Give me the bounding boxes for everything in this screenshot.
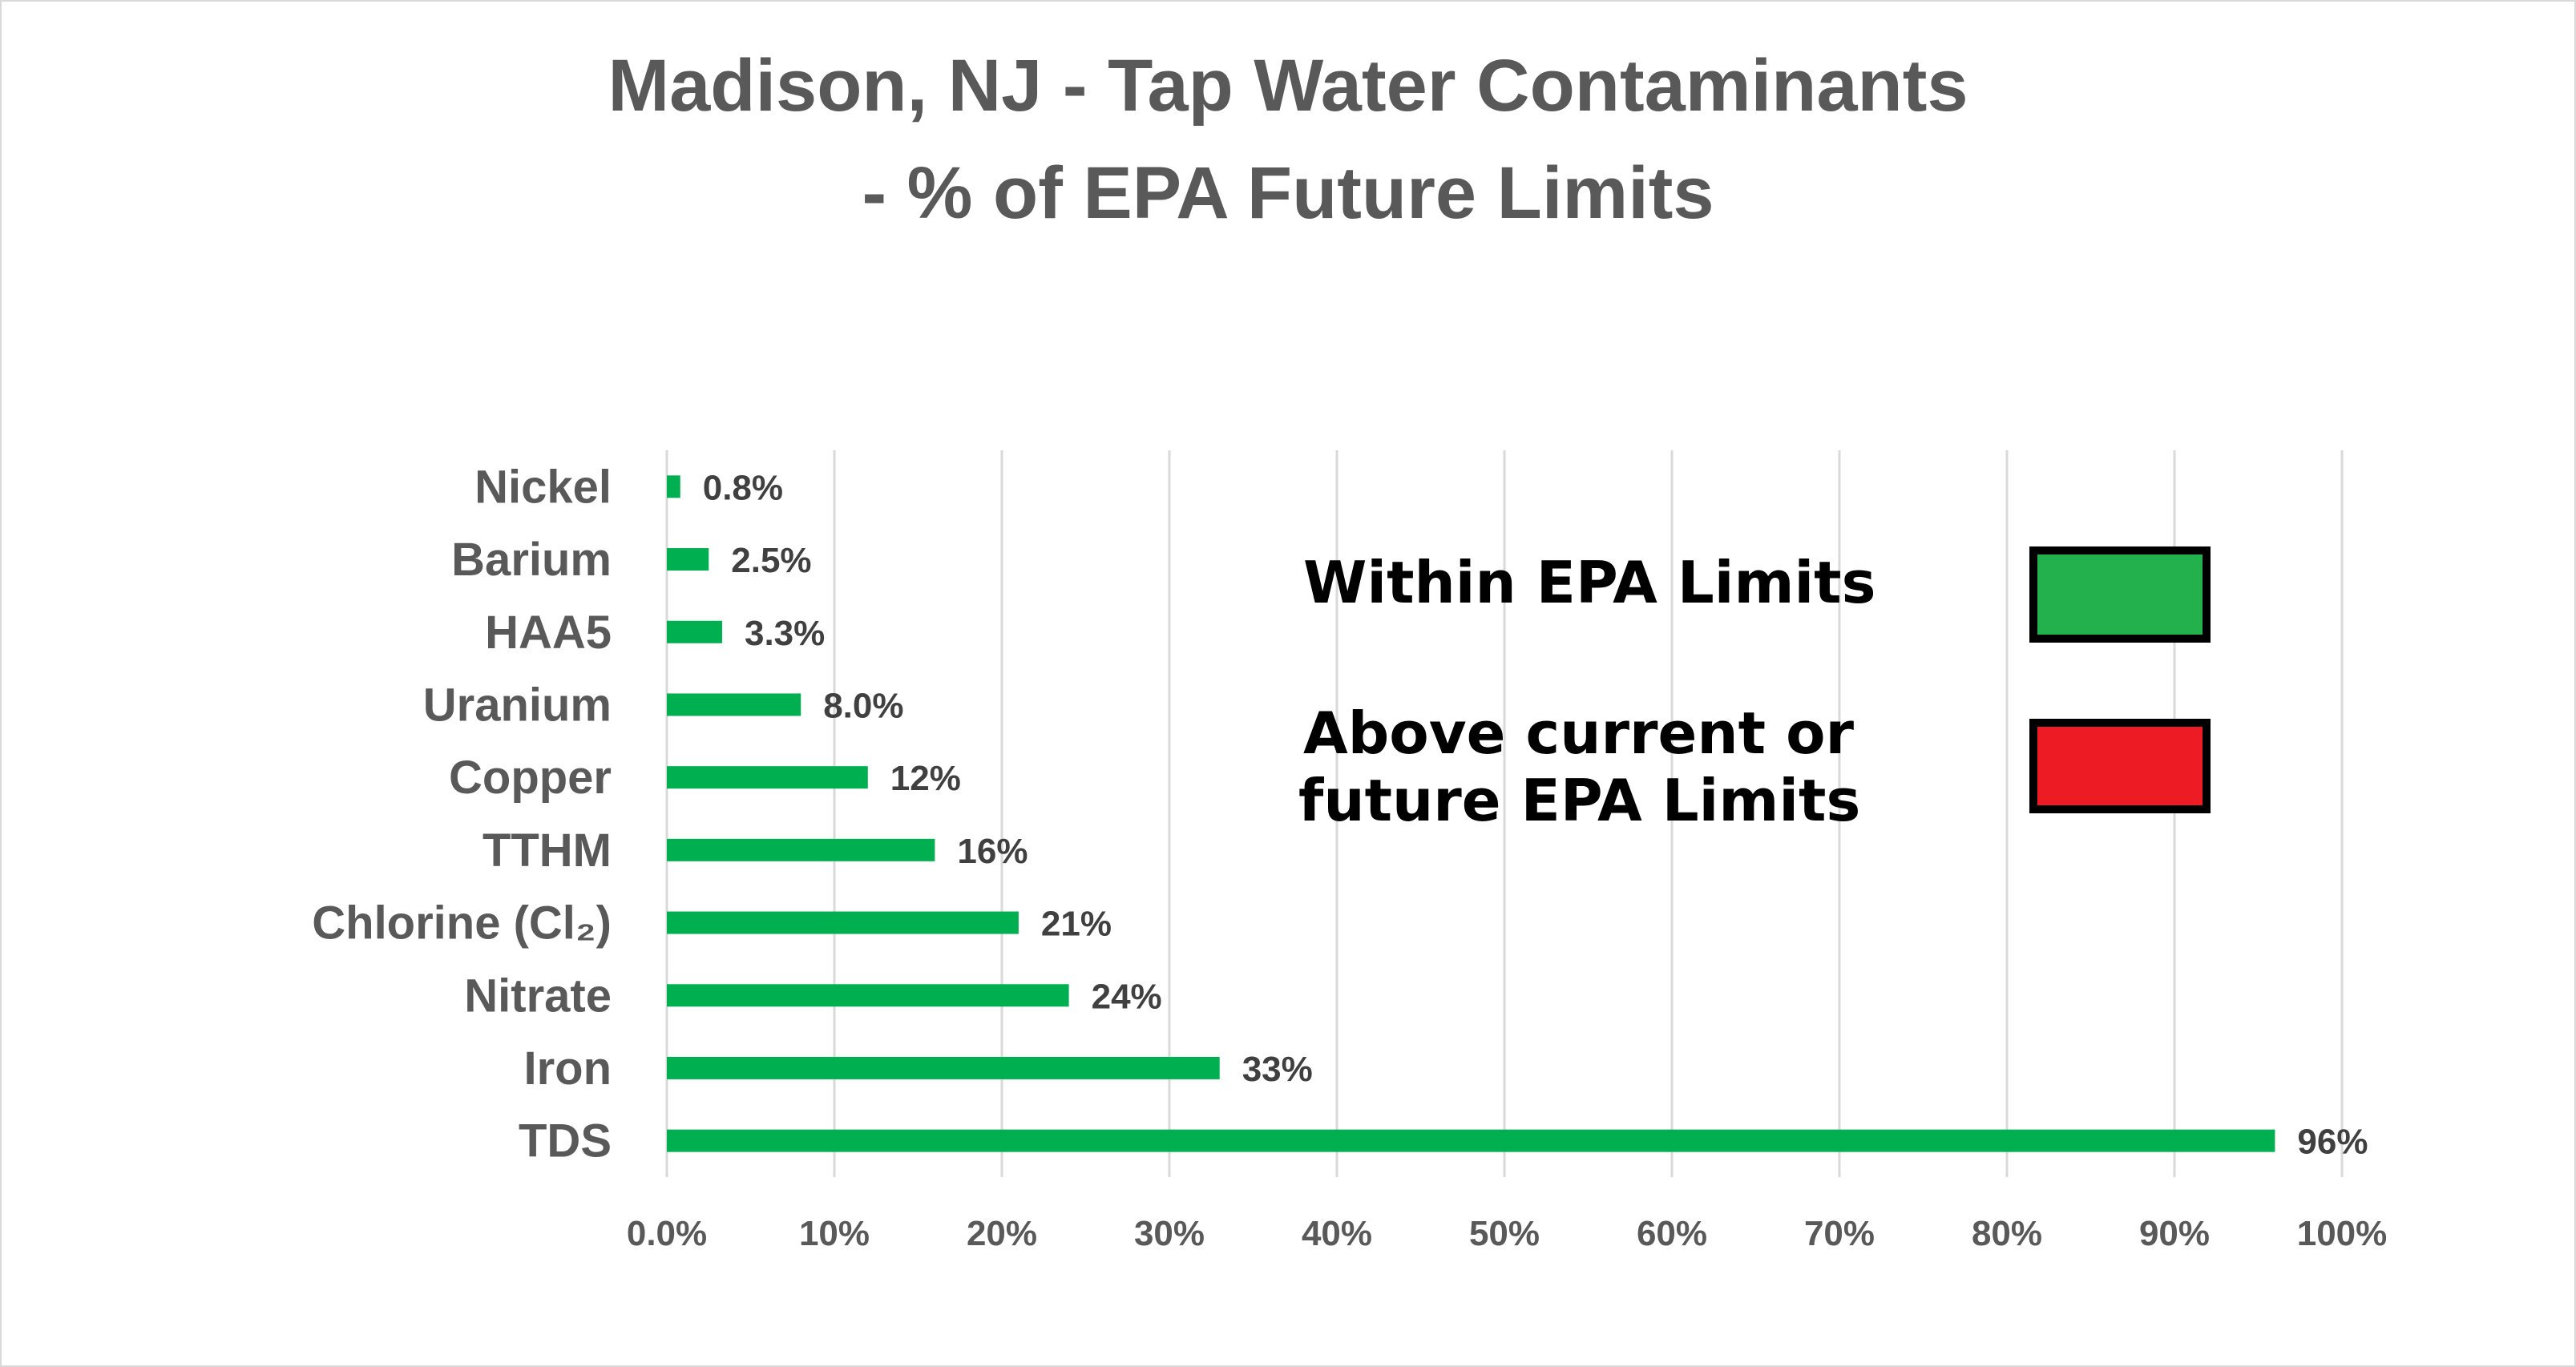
chart-title-line-2: - % of EPA Future Limits [862,152,1714,234]
category-label: Nitrate [464,970,612,1022]
data-label: 21% [1041,905,1112,944]
data-label: 12% [890,759,961,798]
category-label: Chlorine (Cl₂) [312,897,612,950]
x-tick-label: 60% [1637,1214,1707,1253]
bar [667,984,1069,1007]
category-label: HAA5 [485,607,612,659]
bar [667,548,709,571]
legend-swatch-above [2029,719,2211,813]
category-label: Barium [451,534,612,586]
legend: Within EPA Limits Above current or futur… [1298,546,2211,834]
bars: 0.8% 2.5% 3.3% 8.0% 12% 16% 21% 24% 33% 96% [667,468,2368,1162]
category-label: Copper [449,752,612,804]
data-label: 96% [2297,1123,2368,1162]
x-tick-label: 90% [2139,1214,2210,1253]
x-tick-label: 10% [799,1214,870,1253]
x-tick-label: 50% [1469,1214,1540,1253]
bar [667,1129,2275,1152]
data-label: 33% [1242,1050,1313,1089]
bar [667,1056,1220,1079]
x-tick-labels: 0.0% 10% 20% 30% 40% 50% 60% 70% 80% 90% 100% [627,1214,2387,1253]
x-tick-label: 0.0% [627,1214,707,1253]
data-label: 16% [957,832,1028,871]
bar [667,620,722,643]
x-tick-label: 40% [1302,1214,1372,1253]
bar [667,838,935,861]
x-tick-label: 100% [2297,1214,2388,1253]
data-label: 24% [1092,977,1162,1016]
data-label: 0.8% [703,468,783,507]
legend-swatch-within [2029,546,2211,643]
x-tick-label: 20% [967,1214,1037,1253]
legend-label-within: Within EPA Limits [1303,549,1875,616]
chart-title-line-1: Madison, NJ - Tap Water Contaminants [608,45,1968,127]
legend-label-above-line-1: Above current or [1303,700,1855,767]
bar [667,911,1019,934]
bar [667,766,868,789]
category-label: Iron [523,1042,612,1095]
data-label: 2.5% [731,541,811,580]
x-tick-label: 30% [1134,1214,1205,1253]
bar [667,693,801,716]
x-tick-label: 80% [1972,1214,2042,1253]
data-label: 3.3% [745,614,825,653]
category-labels: Nickel Barium HAA5 Uranium Copper TTHM Chlorin… [312,461,612,1167]
bar [667,475,680,498]
category-label: TTHM [482,825,612,877]
legend-label-above-line-2: future EPA Limits [1298,767,1860,834]
category-label: Nickel [474,461,612,513]
data-label: 8.0% [823,686,903,725]
x-tick-label: 70% [1804,1214,1875,1253]
category-label: TDS [519,1115,612,1167]
category-label: Uranium [423,679,612,731]
